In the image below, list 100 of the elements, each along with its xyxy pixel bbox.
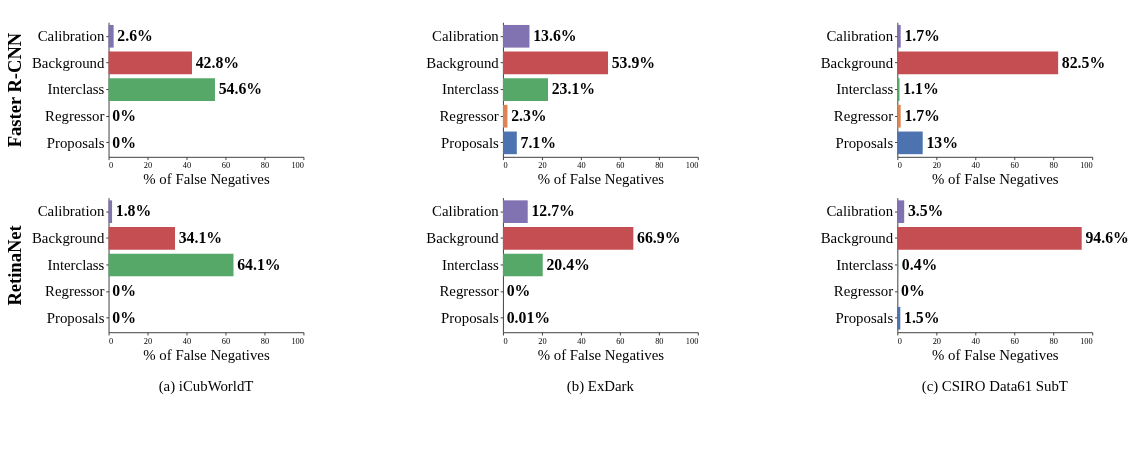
bar — [897, 200, 905, 223]
x-tick-label: 0 — [503, 336, 508, 346]
y-axis-title: RetinaNet — [3, 224, 25, 306]
x-tick-label: 40 — [971, 161, 980, 171]
y-tick-label: Proposals — [441, 309, 500, 326]
x-tick-label: 0 — [503, 161, 508, 171]
y-tick-label: Interclass — [836, 256, 894, 273]
bar — [502, 200, 528, 223]
data-label: 2.3% — [511, 106, 547, 124]
x-tick-label: 60 — [221, 161, 231, 171]
y-tick-label: Regressor — [45, 283, 105, 300]
data-label: 42.8% — [195, 53, 240, 71]
x-axis-title: % of False Negatives — [537, 171, 665, 188]
text: (a) iCubWorldT — [158, 377, 254, 395]
y-tick-label: Interclass — [441, 256, 500, 273]
y-tick-label: Background — [820, 229, 894, 246]
bar — [897, 306, 901, 330]
data-label: 0.4% — [901, 255, 938, 273]
y-tick-label: Interclass — [441, 81, 500, 98]
data-label: 0% — [112, 308, 136, 326]
x-tick-label: 40 — [182, 336, 192, 346]
y-tick-label: Interclass — [47, 81, 105, 98]
bar — [108, 78, 215, 101]
bar — [108, 253, 234, 277]
bar — [502, 131, 517, 155]
data-label: 1.5% — [904, 308, 940, 326]
x-tick-label: 80 — [655, 161, 664, 171]
bar — [502, 24, 530, 48]
y-tick-label: Calibration — [826, 203, 894, 220]
y-tick-label: Calibration — [432, 27, 500, 44]
x-tick-label: 40 — [182, 161, 192, 171]
bar — [897, 226, 1082, 250]
x-tick-label: 20 — [538, 336, 547, 346]
bar — [108, 226, 176, 250]
data-label: 0% — [901, 282, 925, 300]
y-tick-label: Proposals — [835, 309, 894, 326]
x-tick-label: 100 — [1080, 161, 1093, 171]
data-label: 23.1% — [551, 80, 596, 98]
data-label: 0% — [112, 106, 136, 124]
text: (b) ExDark — [566, 377, 635, 395]
y-tick-label: Regressor — [833, 283, 894, 300]
bar — [897, 24, 901, 48]
y-tick-label: Background — [31, 229, 105, 246]
data-label: 82.5% — [1061, 53, 1106, 71]
bar — [502, 253, 543, 277]
data-label: 34.1% — [178, 228, 223, 246]
y-tick-label: Regressor — [45, 107, 105, 124]
y-tick-label: Regressor — [439, 107, 499, 124]
bar — [108, 24, 114, 48]
y-tick-label: Regressor — [833, 107, 894, 124]
x-tick-label: 40 — [577, 336, 586, 346]
x-axis-title: % of False Negatives — [143, 171, 270, 188]
bar — [108, 51, 192, 75]
x-tick-label: 20 — [932, 336, 941, 346]
y-tick-label: Background — [820, 54, 894, 71]
y-tick-label: Background — [426, 54, 500, 71]
x-tick-label: 100 — [291, 336, 304, 346]
y-tick-label: Proposals — [441, 134, 500, 151]
x-tick-label: 0 — [109, 161, 114, 171]
data-label: 7.1% — [520, 133, 556, 151]
y-tick-label: Calibration — [37, 27, 105, 44]
x-tick-label: 60 — [221, 336, 231, 346]
y-tick-label: Calibration — [37, 203, 105, 220]
y-tick-label: Calibration — [432, 203, 500, 220]
x-tick-label: 100 — [685, 161, 699, 171]
y-tick-label: Background — [426, 229, 500, 246]
y-axis-title: Faster R-CNN — [3, 32, 25, 148]
x-tick-label: 60 — [1010, 161, 1019, 171]
y-tick-label: Interclass — [47, 256, 105, 273]
data-label: 1.7% — [904, 26, 940, 44]
data-label: 0% — [112, 282, 136, 300]
data-label: 64.1% — [237, 255, 281, 273]
y-tick-label: Background — [31, 54, 105, 71]
data-label: 1.8% — [115, 202, 152, 220]
x-tick-label: 100 — [1080, 336, 1093, 346]
y-tick-label: Proposals — [835, 134, 894, 151]
y-tick-label: Proposals — [46, 309, 105, 326]
data-label: 66.9% — [637, 228, 681, 246]
data-label: 3.5% — [907, 202, 944, 220]
bar — [502, 226, 634, 250]
x-tick-label: 60 — [616, 336, 625, 346]
data-label: 20.4% — [546, 255, 590, 273]
y-tick-label: Proposals — [46, 134, 105, 151]
y-tick-label: Calibration — [826, 27, 894, 44]
data-label: 1.7% — [904, 106, 940, 124]
data-label: 13% — [926, 133, 958, 151]
bar — [897, 51, 1059, 75]
data-label: 94.6% — [1085, 228, 1129, 246]
x-tick-label: 0 — [109, 336, 114, 346]
x-tick-label: 100 — [685, 336, 699, 346]
data-label: 13.6% — [533, 26, 577, 44]
x-tick-label: 20 — [932, 161, 941, 171]
x-tick-label: 60 — [616, 161, 625, 171]
x-axis-title: % of False Negatives — [537, 346, 665, 363]
data-label: 54.6% — [218, 80, 263, 98]
x-axis-title: % of False Negatives — [932, 171, 1059, 188]
x-tick-label: 20 — [143, 336, 153, 346]
bar — [502, 78, 548, 101]
x-tick-label: 100 — [291, 161, 304, 171]
x-tick-label: 20 — [143, 161, 153, 171]
